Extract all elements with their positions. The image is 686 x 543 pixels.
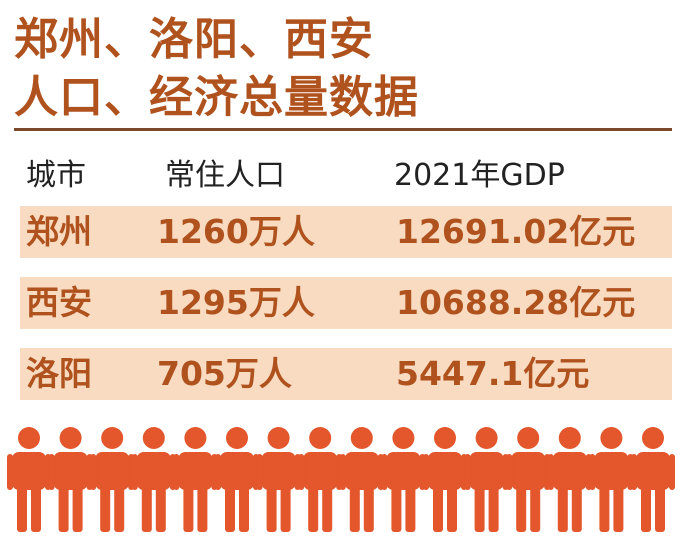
city-cell: 郑州 (26, 212, 92, 251)
person-icon (215, 427, 259, 532)
column-header-city: 城市 (26, 158, 86, 193)
title-line-2: 人口、经济总量数据 (14, 72, 419, 123)
title-divider (14, 128, 672, 131)
person-icon (423, 427, 467, 532)
person-icon (131, 427, 176, 532)
person-icon (90, 427, 135, 532)
table-row: 郑州 1260万人 12691.02亿元 (20, 206, 672, 258)
person-icon (547, 427, 592, 532)
column-header-population: 常住人口 (165, 158, 285, 193)
title-line-1: 郑州、洛阳、西安 (14, 14, 374, 65)
person-icon (173, 427, 218, 532)
column-header-gdp: 2021年GDP (394, 158, 565, 193)
population-cell: 1260万人 (157, 212, 315, 251)
person-icon (339, 427, 384, 532)
person-icon (298, 427, 343, 532)
person-icon (381, 427, 426, 532)
person-icon (589, 427, 634, 532)
gdp-cell: 10688.28亿元 (396, 283, 636, 322)
gdp-cell: 12691.02亿元 (396, 212, 636, 251)
city-cell: 洛阳 (26, 354, 92, 393)
gdp-cell: 5447.1亿元 (396, 354, 590, 393)
table-row: 西安 1295万人 10688.28亿元 (20, 277, 672, 329)
person-icon (464, 427, 509, 532)
table-row: 洛阳 705万人 5447.1亿元 (20, 348, 672, 400)
population-cell: 705万人 (157, 354, 292, 393)
population-cell: 1295万人 (157, 283, 315, 322)
person-icon (7, 427, 51, 532)
person-icon (256, 427, 301, 532)
person-icon (631, 427, 675, 532)
person-icon (48, 427, 93, 532)
person-icon (506, 427, 551, 532)
people-icon-strip (7, 427, 675, 532)
city-cell: 西安 (26, 283, 92, 322)
